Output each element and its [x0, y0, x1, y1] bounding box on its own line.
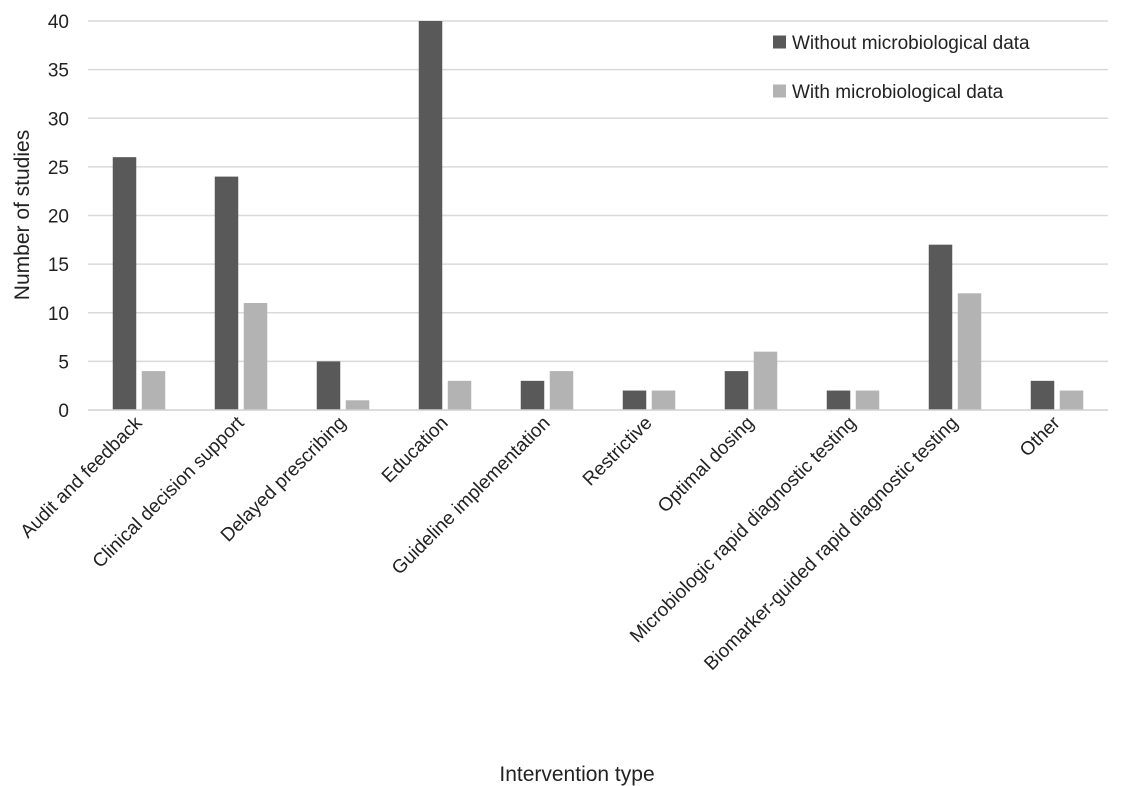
y-axis-title: Number of studies: [11, 130, 34, 300]
y-tick-label: 20: [48, 207, 69, 228]
y-tick-label: 40: [48, 12, 69, 33]
x-tick-label: Education: [378, 413, 453, 488]
bar: [622, 390, 647, 410]
x-tick-label: Other: [1016, 412, 1065, 461]
legend-label: With microbiological data: [792, 82, 1004, 103]
gridlines: [88, 20, 1108, 363]
bar: [141, 371, 166, 410]
bar: [243, 303, 268, 410]
bar: [651, 390, 676, 410]
y-tick-label: 15: [48, 255, 69, 276]
y-axis-tick-labels: 0 5 10 15 20 25 30 35 40: [48, 12, 69, 422]
bar: [549, 371, 574, 410]
bar: [724, 371, 749, 410]
y-tick-label: 30: [48, 109, 69, 130]
bar: [447, 380, 472, 410]
bars: [112, 21, 1084, 410]
bar: [345, 400, 370, 410]
bar: [826, 390, 851, 410]
bar: [214, 176, 239, 410]
x-tick-label: Microbiologic rapid diagnostic testing: [626, 413, 860, 647]
bar: [753, 351, 778, 410]
x-tick-label: Restrictive: [579, 413, 657, 491]
bar: [520, 380, 545, 410]
x-tick-label: Optimal dosing: [654, 413, 758, 517]
bar: [957, 293, 982, 410]
bar: [418, 21, 443, 410]
y-tick-label: 0: [58, 401, 69, 422]
bar: [1030, 380, 1055, 410]
bar: [855, 390, 880, 410]
bar: [1059, 390, 1084, 410]
bar: [112, 157, 137, 410]
y-tick-label: 5: [58, 352, 69, 373]
legend-swatch: [773, 84, 786, 98]
bar: [316, 361, 341, 410]
x-axis-title: Intervention type: [499, 763, 654, 786]
legend-swatch: [773, 35, 786, 49]
y-tick-label: 25: [48, 158, 69, 179]
y-tick-label: 35: [48, 61, 69, 82]
y-tick-label: 10: [48, 304, 69, 325]
bar: [928, 244, 953, 410]
legend-label: Without microbiological data: [792, 33, 1030, 54]
legend: Without microbiological data With microbi…: [773, 33, 1030, 103]
